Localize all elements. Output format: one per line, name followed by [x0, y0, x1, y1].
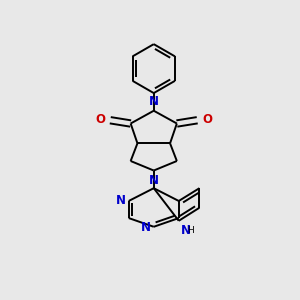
Text: N: N: [149, 95, 159, 108]
Text: N: N: [116, 194, 125, 207]
Text: N: N: [181, 224, 191, 236]
Text: N: N: [149, 174, 159, 187]
Text: O: O: [202, 113, 212, 126]
Text: H: H: [187, 226, 194, 235]
Text: O: O: [95, 113, 105, 126]
Text: N: N: [140, 221, 151, 234]
